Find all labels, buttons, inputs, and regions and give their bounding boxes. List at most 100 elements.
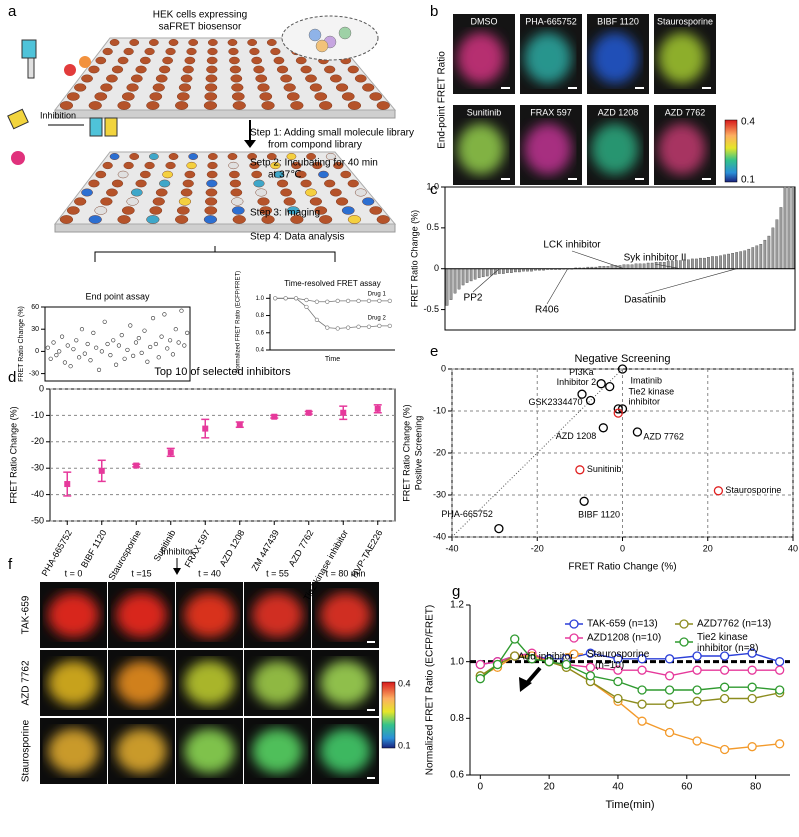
y-tick-label: 0.5 (426, 222, 439, 232)
point (139, 350, 144, 355)
cell-signal (320, 728, 371, 774)
point-label: Sunitinib (587, 464, 622, 474)
cell-signal (658, 32, 706, 84)
series-label: Drug 1 (368, 291, 387, 297)
x-tick-label: -20 (531, 543, 544, 553)
bracket (94, 251, 336, 262)
well (207, 161, 218, 170)
bar (707, 257, 710, 269)
well (100, 197, 113, 206)
bar (691, 258, 694, 269)
y-tick-label: -50 (31, 515, 44, 525)
well (362, 83, 375, 92)
marker (377, 323, 382, 328)
well (227, 39, 238, 46)
point (153, 341, 158, 347)
image-label: Sunitinib (467, 107, 502, 117)
well (205, 74, 218, 83)
well (273, 56, 285, 65)
well (149, 153, 159, 160)
well (314, 206, 328, 215)
x-tick-label: 20 (544, 782, 556, 793)
well (229, 170, 240, 179)
bar (783, 186, 787, 269)
legend-label: AZD7762 (n=13) (697, 619, 771, 630)
well (165, 47, 176, 56)
well (146, 101, 160, 110)
y-tick-label: 30 (31, 326, 39, 333)
marker (510, 634, 520, 644)
y-tick-label: 0.4 (256, 348, 265, 354)
well (149, 92, 163, 101)
well (165, 161, 176, 170)
marker (747, 648, 757, 658)
well (300, 65, 312, 74)
marker (775, 685, 785, 695)
bar (505, 268, 509, 273)
well (261, 101, 275, 110)
marker (747, 742, 757, 752)
well (312, 161, 323, 170)
bar (723, 254, 726, 269)
cell-signal (591, 123, 639, 175)
legend-label: TAK-659 (n=13) (587, 619, 658, 630)
well (140, 56, 151, 65)
marker (637, 685, 647, 695)
point (88, 358, 93, 363)
well (347, 101, 362, 110)
well (231, 92, 245, 101)
cell-signal (48, 592, 99, 638)
legend-marker (679, 619, 689, 629)
marker (719, 693, 730, 704)
marker (585, 671, 596, 681)
x-tick-label: 40 (612, 782, 624, 793)
point (713, 486, 724, 496)
cell-signal (48, 728, 99, 774)
marker (475, 659, 485, 670)
well (306, 153, 316, 160)
well (232, 101, 246, 110)
marker (664, 654, 675, 664)
well (123, 161, 134, 170)
inhibitor-label: Inhibitor (161, 546, 193, 556)
well (347, 179, 359, 188)
well (130, 188, 143, 197)
well (109, 39, 120, 46)
marker (544, 657, 554, 667)
bar (731, 253, 735, 269)
y-tick-label: -20 (433, 447, 446, 457)
y-tick-label: 0.8 (450, 713, 464, 724)
well (314, 92, 328, 101)
well (186, 161, 197, 170)
bar (481, 268, 485, 278)
well (175, 215, 189, 224)
well (270, 47, 281, 56)
bar (449, 268, 453, 300)
well (176, 206, 190, 215)
marker (585, 662, 596, 672)
x-tick-label: 60 (681, 782, 693, 793)
bar (489, 268, 493, 276)
step-text: Setp 2: Incubating for 40 min (250, 158, 378, 169)
marker (475, 674, 485, 684)
well (182, 179, 194, 188)
y-tick-label: -0.5 (423, 304, 439, 314)
well (231, 197, 244, 206)
point (494, 523, 504, 534)
image-label: AZD 1208 (598, 107, 639, 117)
well (229, 65, 241, 74)
well (130, 74, 143, 83)
well (188, 39, 199, 46)
well (88, 65, 100, 74)
well (270, 161, 281, 170)
point (340, 409, 347, 416)
well (227, 153, 238, 160)
well (286, 153, 297, 160)
y-axis-label: FRET Ratio Change (%) (8, 406, 18, 503)
well (59, 215, 74, 224)
well (178, 83, 192, 92)
well (253, 65, 265, 74)
bar (687, 259, 690, 269)
marker (692, 651, 702, 661)
